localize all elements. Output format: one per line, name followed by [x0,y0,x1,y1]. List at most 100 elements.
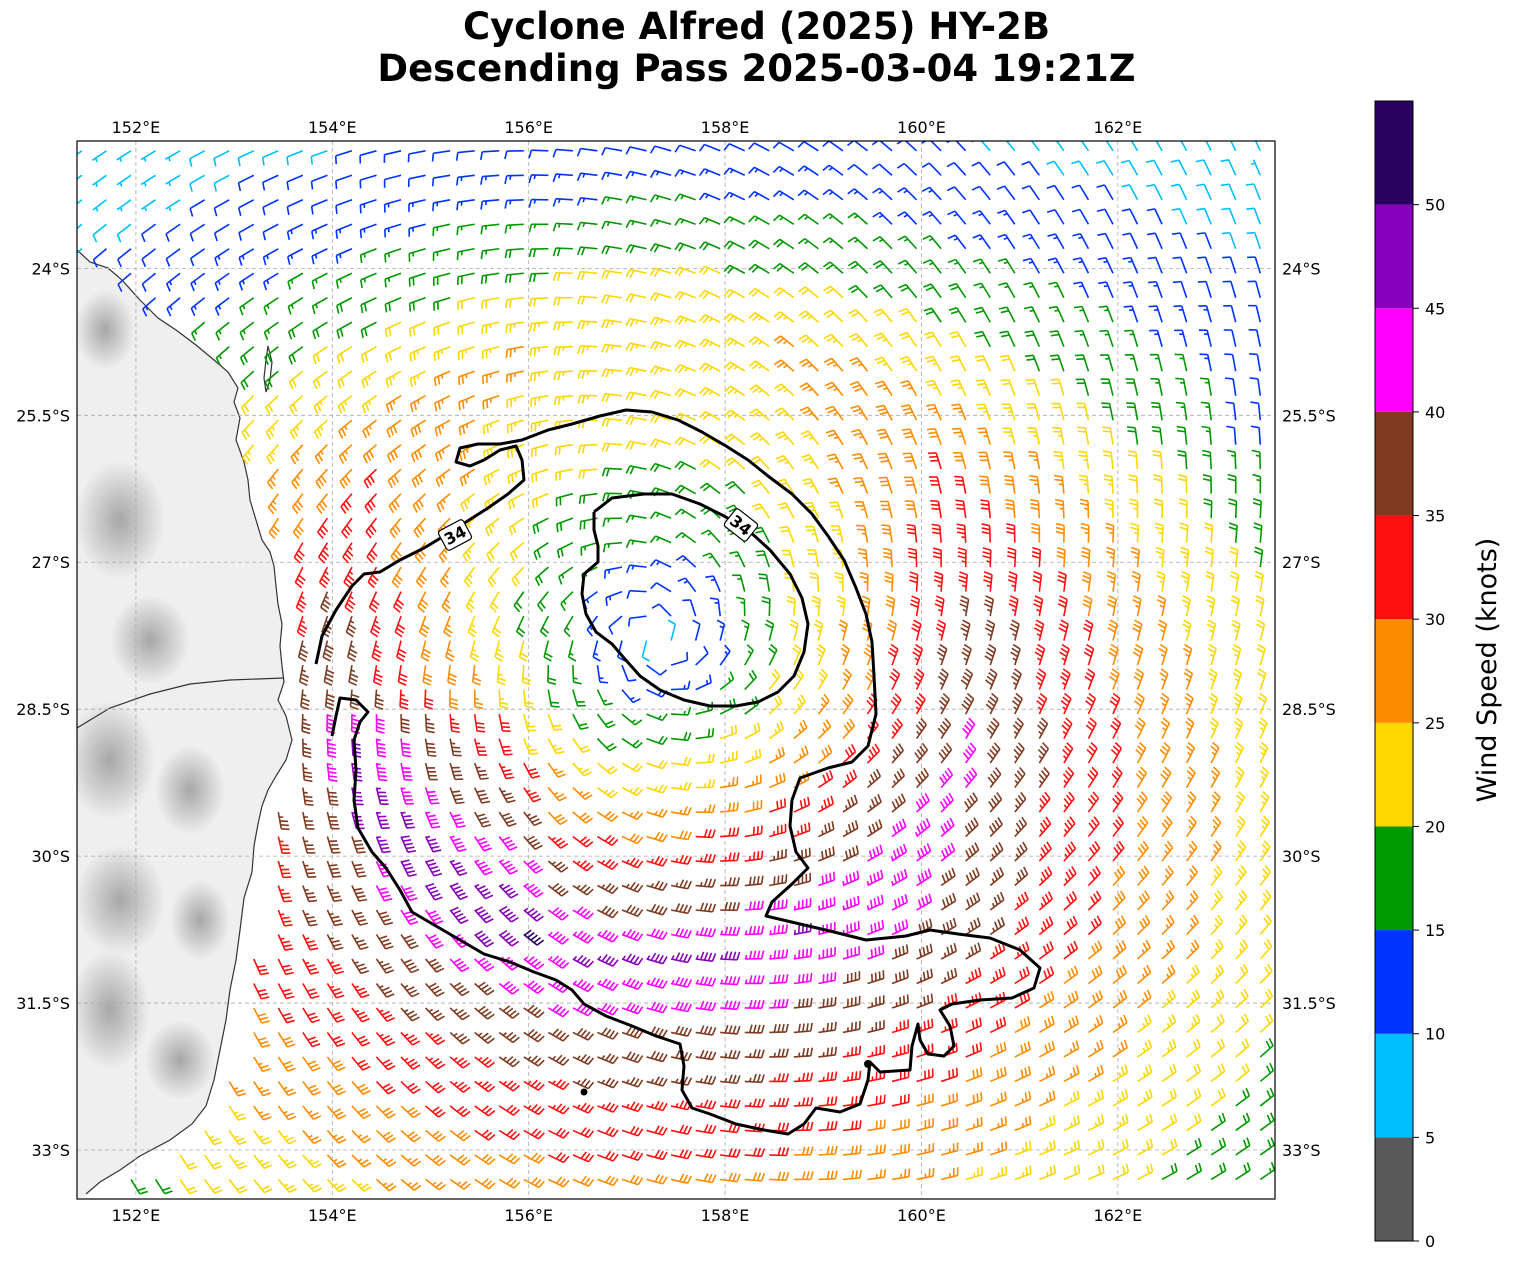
wind-barb [375,787,389,805]
wind-barb [266,444,279,465]
wind-barb [400,1080,421,1095]
wind-barb [646,952,668,965]
wind-barb [596,713,616,729]
wind-barb [1186,1013,1201,1034]
wind-barb [409,370,426,387]
wind-barb [1112,890,1126,911]
wind-barb [914,818,931,838]
wind-barb [1125,378,1139,396]
wind-barb [621,1002,644,1015]
wind-barb [498,713,511,733]
wind-barb [523,1152,545,1164]
wind-barb [1153,474,1163,494]
wind-barb [1096,208,1114,225]
wind-barb [997,233,1016,250]
wind-barb [1161,1138,1178,1156]
wind-barb [597,883,619,895]
wind-barb [1032,571,1043,592]
wind-barb [769,1073,790,1083]
wind-barb [682,599,697,617]
wind-barb [474,1031,495,1044]
wind-barb [1049,354,1065,372]
wind-barb [1108,668,1120,690]
wind-barb [1254,141,1261,152]
wind-barb [1112,989,1128,1009]
wind-barb [972,258,991,274]
wind-barb [1025,378,1041,396]
wind-barb [866,768,882,789]
wind-barb [1186,865,1199,887]
wind-barb [1259,741,1269,764]
wind-barb [504,149,524,160]
wind-barb [1050,378,1065,396]
wind-barb [1001,403,1016,421]
wind-barb [533,541,549,561]
wind-barb [973,282,991,299]
wind-barb [553,345,573,356]
wind-barb [793,1022,813,1034]
wind-barb [769,974,789,985]
wind-barb [698,241,721,251]
wind-barb [400,762,413,781]
wind-barb [601,467,623,477]
wind-barb [408,198,426,212]
wind-barb [498,1128,521,1141]
wind-barb [927,452,942,470]
wind-barb [277,1080,297,1097]
wind-barb [1172,280,1188,298]
wind-barb [675,555,697,568]
wind-barb [775,431,795,446]
wind-barb [670,903,693,915]
wind-barb [847,188,868,201]
wind-barb [890,843,908,862]
wind-barb [872,211,893,225]
wind-barb [213,223,230,242]
wind-barb [291,468,304,490]
wind-barb [140,174,156,187]
wind-barb [1053,450,1065,470]
wind-barb [822,237,844,250]
wind-barb [872,163,893,176]
wind-barb [1205,570,1215,592]
wind-barb [670,854,692,865]
wind-barb [1259,840,1271,862]
wind-barb [543,640,553,662]
wind-barb [916,1118,934,1132]
wind-barb [1101,402,1114,421]
wind-barb [507,468,525,485]
wind-barb [277,1154,297,1169]
wind-barb [884,571,894,592]
wind-barb [1253,522,1263,543]
wind-barb [523,835,543,850]
wind-barb [842,946,861,960]
wind-barb [930,499,942,519]
wind-barb [1207,643,1217,666]
lon-tick-bottom: 160°E [897,1206,946,1225]
wind-barb [719,671,735,691]
wind-barb [989,1141,1008,1156]
wind-barb [897,235,918,250]
wind-barb [1084,668,1096,690]
wind-barb [649,194,672,203]
wind-barb [1014,767,1026,789]
wind-barb [1210,988,1225,1009]
wind-barb [748,215,770,225]
wind-barb [621,1101,644,1113]
wind-barb [1136,815,1149,838]
wind-barb [462,542,476,563]
wind-barb [375,762,388,782]
wind-barb [396,640,407,662]
wind-barb [460,493,476,512]
wind-barb [699,482,721,495]
wind-barb [400,1007,420,1022]
wind-barb [940,867,956,887]
wind-barb [277,860,292,879]
wind-barb [805,525,820,543]
wind-barb [695,674,712,691]
wind-barb [649,365,672,375]
wind-barb [597,1126,619,1138]
wind-barb [608,615,623,635]
wind-barb [695,645,709,666]
wind-barb [431,174,451,187]
wind-barb [474,1080,496,1093]
